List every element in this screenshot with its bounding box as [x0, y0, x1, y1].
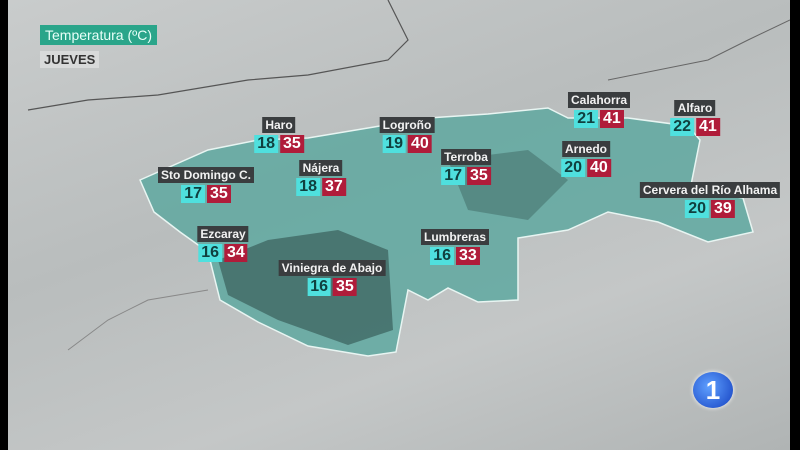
min-temp: 20 [685, 200, 709, 218]
city-name: Lumbreras [420, 229, 490, 245]
min-temp: 17 [441, 167, 465, 185]
neighbor-border [67, 289, 209, 351]
tve1-logo: 1 [693, 372, 733, 408]
min-temp: 18 [254, 135, 278, 153]
weather-map [8, 0, 790, 450]
city-name: Nájera [299, 160, 343, 176]
neighbor-border [607, 19, 790, 81]
max-temp: 34 [224, 244, 248, 262]
max-temp: 37 [322, 178, 346, 196]
neighbor-border [27, 0, 409, 111]
min-temp: 19 [382, 135, 406, 153]
map-terrain [27, 0, 790, 357]
min-temp: 16 [430, 247, 454, 265]
max-temp: 40 [587, 159, 611, 177]
city-ezcaray: Ezcaray 16 34 [197, 225, 249, 262]
min-temp: 16 [307, 278, 331, 296]
max-temp: 35 [466, 167, 491, 185]
city-name: Haro [262, 117, 296, 133]
city-sto-domingo: Sto Domingo C. 17 35 [158, 166, 254, 203]
city-arnedo: Arnedo 20 40 [561, 140, 611, 177]
city-najera: Nájera 18 37 [296, 159, 346, 196]
day-label: JUEVES [40, 51, 100, 68]
max-temp: 35 [280, 135, 304, 153]
min-temp: 22 [670, 118, 694, 136]
city-calahorra: Calahorra 21 41 [567, 91, 631, 128]
map-title: Temperatura (ºC) [40, 25, 158, 45]
city-name: Calahorra [567, 92, 631, 108]
min-temp: 20 [561, 159, 585, 177]
city-viniegra: Viniegra de Abajo 16 35 [278, 259, 386, 296]
min-temp: 17 [181, 185, 205, 203]
city-name: Viniegra de Abajo [278, 260, 386, 276]
city-lumbreras: Lumbreras 16 33 [420, 228, 490, 265]
city-logrono: Logroño 19 40 [379, 116, 435, 153]
mountains-dark [218, 230, 393, 345]
city-terroba: Terroba 17 35 [441, 148, 491, 185]
city-haro: Haro 18 35 [254, 116, 304, 153]
min-temp: 21 [574, 110, 598, 128]
max-temp: 41 [696, 118, 720, 136]
max-temp: 35 [332, 278, 357, 296]
max-temp: 40 [408, 135, 432, 153]
max-temp: 33 [456, 247, 480, 265]
city-name: Sto Domingo C. [158, 167, 254, 183]
max-temp: 39 [711, 200, 735, 218]
city-name: Logroño [379, 117, 435, 133]
max-temp: 41 [600, 110, 624, 128]
min-temp: 18 [296, 178, 320, 196]
city-name: Arnedo [562, 141, 610, 157]
city-name: Ezcaray [197, 226, 249, 242]
city-name: Terroba [441, 149, 491, 165]
city-name: Cervera del Río Alhama [639, 182, 781, 198]
min-temp: 16 [198, 244, 222, 262]
city-alfaro: Alfaro 22 41 [670, 99, 720, 136]
city-cervera: Cervera del Río Alhama 20 39 [639, 181, 781, 218]
max-temp: 35 [207, 185, 231, 203]
city-name: Alfaro [674, 100, 716, 116]
